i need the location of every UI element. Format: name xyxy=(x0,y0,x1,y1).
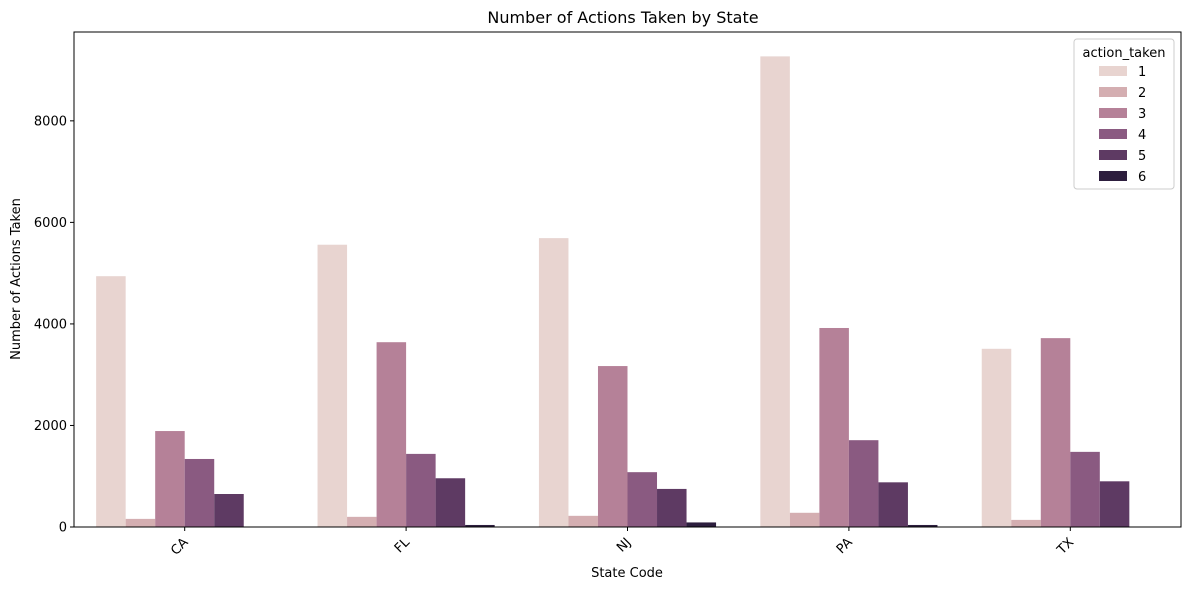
bars xyxy=(96,56,1130,527)
x-tick-label: NJ xyxy=(614,535,634,555)
legend-swatch xyxy=(1099,171,1127,181)
x-tick-label: TX xyxy=(1054,535,1077,558)
y-tick-label: 4000 xyxy=(34,317,67,332)
bar xyxy=(184,458,215,527)
bar xyxy=(1040,338,1071,527)
bar xyxy=(406,453,436,527)
x-tick-label: FL xyxy=(392,535,414,557)
chart-title: Number of Actions Taken by State xyxy=(487,8,758,27)
bar xyxy=(760,56,790,527)
bar xyxy=(981,348,1012,527)
legend-swatch xyxy=(1099,150,1127,160)
legend: action_taken 1 2 3 4 5 6 xyxy=(1073,38,1175,190)
bar xyxy=(155,431,185,527)
bar xyxy=(1011,519,1041,527)
bar xyxy=(597,366,628,527)
plot-frame xyxy=(73,31,1182,528)
bar xyxy=(376,342,407,527)
x-axis-label: State Code xyxy=(591,566,663,581)
legend-label: 2 xyxy=(1138,86,1146,101)
y-axis-label: Number of Actions Taken xyxy=(9,198,24,360)
bar xyxy=(848,440,879,527)
bar xyxy=(1099,481,1130,527)
legend-label: 1 xyxy=(1138,65,1146,80)
legend-label: 6 xyxy=(1138,170,1146,185)
bar xyxy=(96,276,126,527)
bar xyxy=(568,515,598,527)
legend-swatch xyxy=(1099,66,1127,76)
bar xyxy=(627,472,658,527)
bar xyxy=(1070,451,1100,527)
bar xyxy=(789,512,820,527)
bar xyxy=(819,327,849,527)
y-tick-label: 2000 xyxy=(34,419,67,434)
legend-label: 3 xyxy=(1138,107,1146,122)
bar xyxy=(347,516,377,527)
y-tick-label: 6000 xyxy=(34,216,67,231)
legend-swatch xyxy=(1099,129,1127,139)
bar xyxy=(465,524,495,527)
y-tick-label: 8000 xyxy=(34,114,67,129)
legend-swatch xyxy=(1099,108,1127,118)
bar xyxy=(686,522,717,527)
y-axis: 0 2000 4000 6000 8000 xyxy=(34,114,74,536)
legend-label: 5 xyxy=(1138,149,1146,164)
x-tick-label: PA xyxy=(834,535,856,557)
bar xyxy=(538,238,569,527)
legend-title: action_taken xyxy=(1083,46,1166,61)
bar xyxy=(878,482,908,527)
bar xyxy=(214,494,244,527)
bar xyxy=(125,518,156,527)
legend-label: 4 xyxy=(1138,128,1146,143)
bar xyxy=(435,478,466,527)
bar xyxy=(657,488,687,527)
bar xyxy=(317,244,348,527)
y-tick-label: 0 xyxy=(59,521,67,536)
legend-swatch xyxy=(1099,87,1127,97)
x-axis: CA FL NJ PA TX xyxy=(168,527,1077,559)
x-tick-label: CA xyxy=(168,535,191,558)
bar xyxy=(907,524,938,527)
